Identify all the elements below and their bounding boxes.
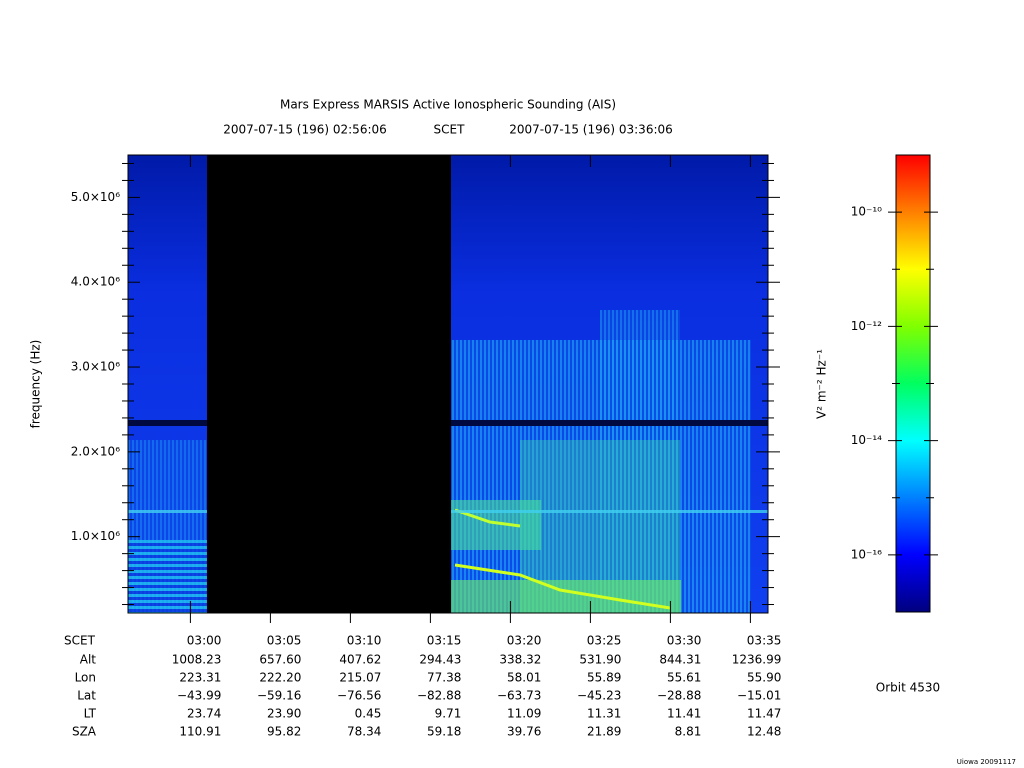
ephemeris-value: 11.47 <box>747 707 781 721</box>
ephemeris-value: 12.48 <box>747 725 781 739</box>
x-tick-label: 03:15 <box>427 634 462 648</box>
ephemeris-value: 657.60 <box>259 653 301 667</box>
ephemeris-value: 844.31 <box>659 653 701 667</box>
ephemeris-value: −43.99 <box>177 689 221 703</box>
ephemeris-label: Lat <box>77 689 96 703</box>
ephemeris-label: SZA <box>72 725 97 739</box>
x-tick-label: 03:20 <box>507 634 542 648</box>
ephemeris-value: 9.71 <box>435 707 462 721</box>
ephemeris-value: 77.38 <box>427 671 461 685</box>
colorbar-tick-label: 10⁻¹² <box>851 319 882 333</box>
ephemeris-value: 223.31 <box>179 671 221 685</box>
y-tick-label: 2.0×10⁶ <box>71 444 120 458</box>
y-axis-label: frequency (Hz) <box>29 340 43 429</box>
start-time: 2007-07-15 (196) 02:56:06 <box>223 123 387 137</box>
ephemeris-value: 78.34 <box>347 725 381 739</box>
x-tick-label: 03:25 <box>587 634 622 648</box>
ephemeris-value: −28.88 <box>657 689 701 703</box>
ephemeris-value: 55.89 <box>587 671 621 685</box>
ephemeris-label: Lon <box>75 671 96 685</box>
ephemeris-value: 222.20 <box>259 671 301 685</box>
ephemeris-value: 0.45 <box>355 707 382 721</box>
ephemeris-value: 59.18 <box>427 725 461 739</box>
ephemeris-value: 215.07 <box>339 671 381 685</box>
ephemeris-value: −63.73 <box>497 689 541 703</box>
ephemeris-value: 58.01 <box>507 671 541 685</box>
ephemeris-value: −82.88 <box>417 689 461 703</box>
spectrogram-image <box>128 155 768 613</box>
end-time: 2007-07-15 (196) 03:36:06 <box>509 123 673 137</box>
chart-title: Mars Express MARSIS Active Ionospheric S… <box>280 98 616 112</box>
ephemeris-value: 23.90 <box>267 707 301 721</box>
ephemeris-value: 110.91 <box>179 725 221 739</box>
ephemeris-value: 39.76 <box>507 725 541 739</box>
ephemeris-value: 1236.99 <box>732 653 782 667</box>
ephemeris-value: 294.43 <box>419 653 461 667</box>
ephemeris-value: −59.16 <box>257 689 301 703</box>
y-tick-label: 5.0×10⁶ <box>71 190 120 204</box>
time-system: SCET <box>434 123 466 137</box>
ephemeris-value: 11.09 <box>507 707 541 721</box>
ephemeris-label: SCET <box>64 634 96 648</box>
x-tick-label: 03:35 <box>747 634 782 648</box>
ephemeris-label: Alt <box>80 653 97 667</box>
y-tick-label: 1.0×10⁶ <box>71 529 120 543</box>
ephemeris-value: 55.61 <box>667 671 701 685</box>
ephemeris-label: LT <box>84 707 97 721</box>
colorbar <box>895 154 931 613</box>
x-tick-label: 03:00 <box>187 634 222 648</box>
colorbar-tick-label: 10⁻¹⁰ <box>851 205 882 219</box>
colorbar-tick-label: 10⁻¹⁴ <box>851 433 882 447</box>
ephemeris-value: −45.23 <box>577 689 621 703</box>
y-tick-label: 3.0×10⁶ <box>71 360 120 374</box>
ephemeris-value: 531.90 <box>579 653 621 667</box>
ephemeris-value: 55.90 <box>747 671 781 685</box>
ephemeris-value: 8.81 <box>675 725 702 739</box>
credit: Uiowa 20091117 <box>957 758 1016 766</box>
colorbar-tick-label: 10⁻¹⁶ <box>851 547 882 561</box>
x-tick-label: 03:05 <box>267 634 302 648</box>
orbit-label: Orbit 4530 <box>876 681 940 695</box>
ephemeris-value: 338.32 <box>499 653 541 667</box>
ephemeris-value: 23.74 <box>187 707 221 721</box>
ephemeris-value: 11.41 <box>667 707 701 721</box>
ephemeris-value: 1008.23 <box>172 653 222 667</box>
colorbar-label: V² m⁻² Hz⁻¹ <box>815 349 829 419</box>
x-tick-label: 03:30 <box>667 634 702 648</box>
ephemeris-value: 11.31 <box>587 707 621 721</box>
ephemeris-value: 21.89 <box>587 725 621 739</box>
ephemeris-value: 407.62 <box>339 653 381 667</box>
ephemeris-value: −76.56 <box>337 689 381 703</box>
ephemeris-value: 95.82 <box>267 725 301 739</box>
ephemeris-value: −15.01 <box>737 689 781 703</box>
x-tick-label: 03:10 <box>347 634 382 648</box>
y-tick-label: 4.0×10⁶ <box>71 275 120 289</box>
